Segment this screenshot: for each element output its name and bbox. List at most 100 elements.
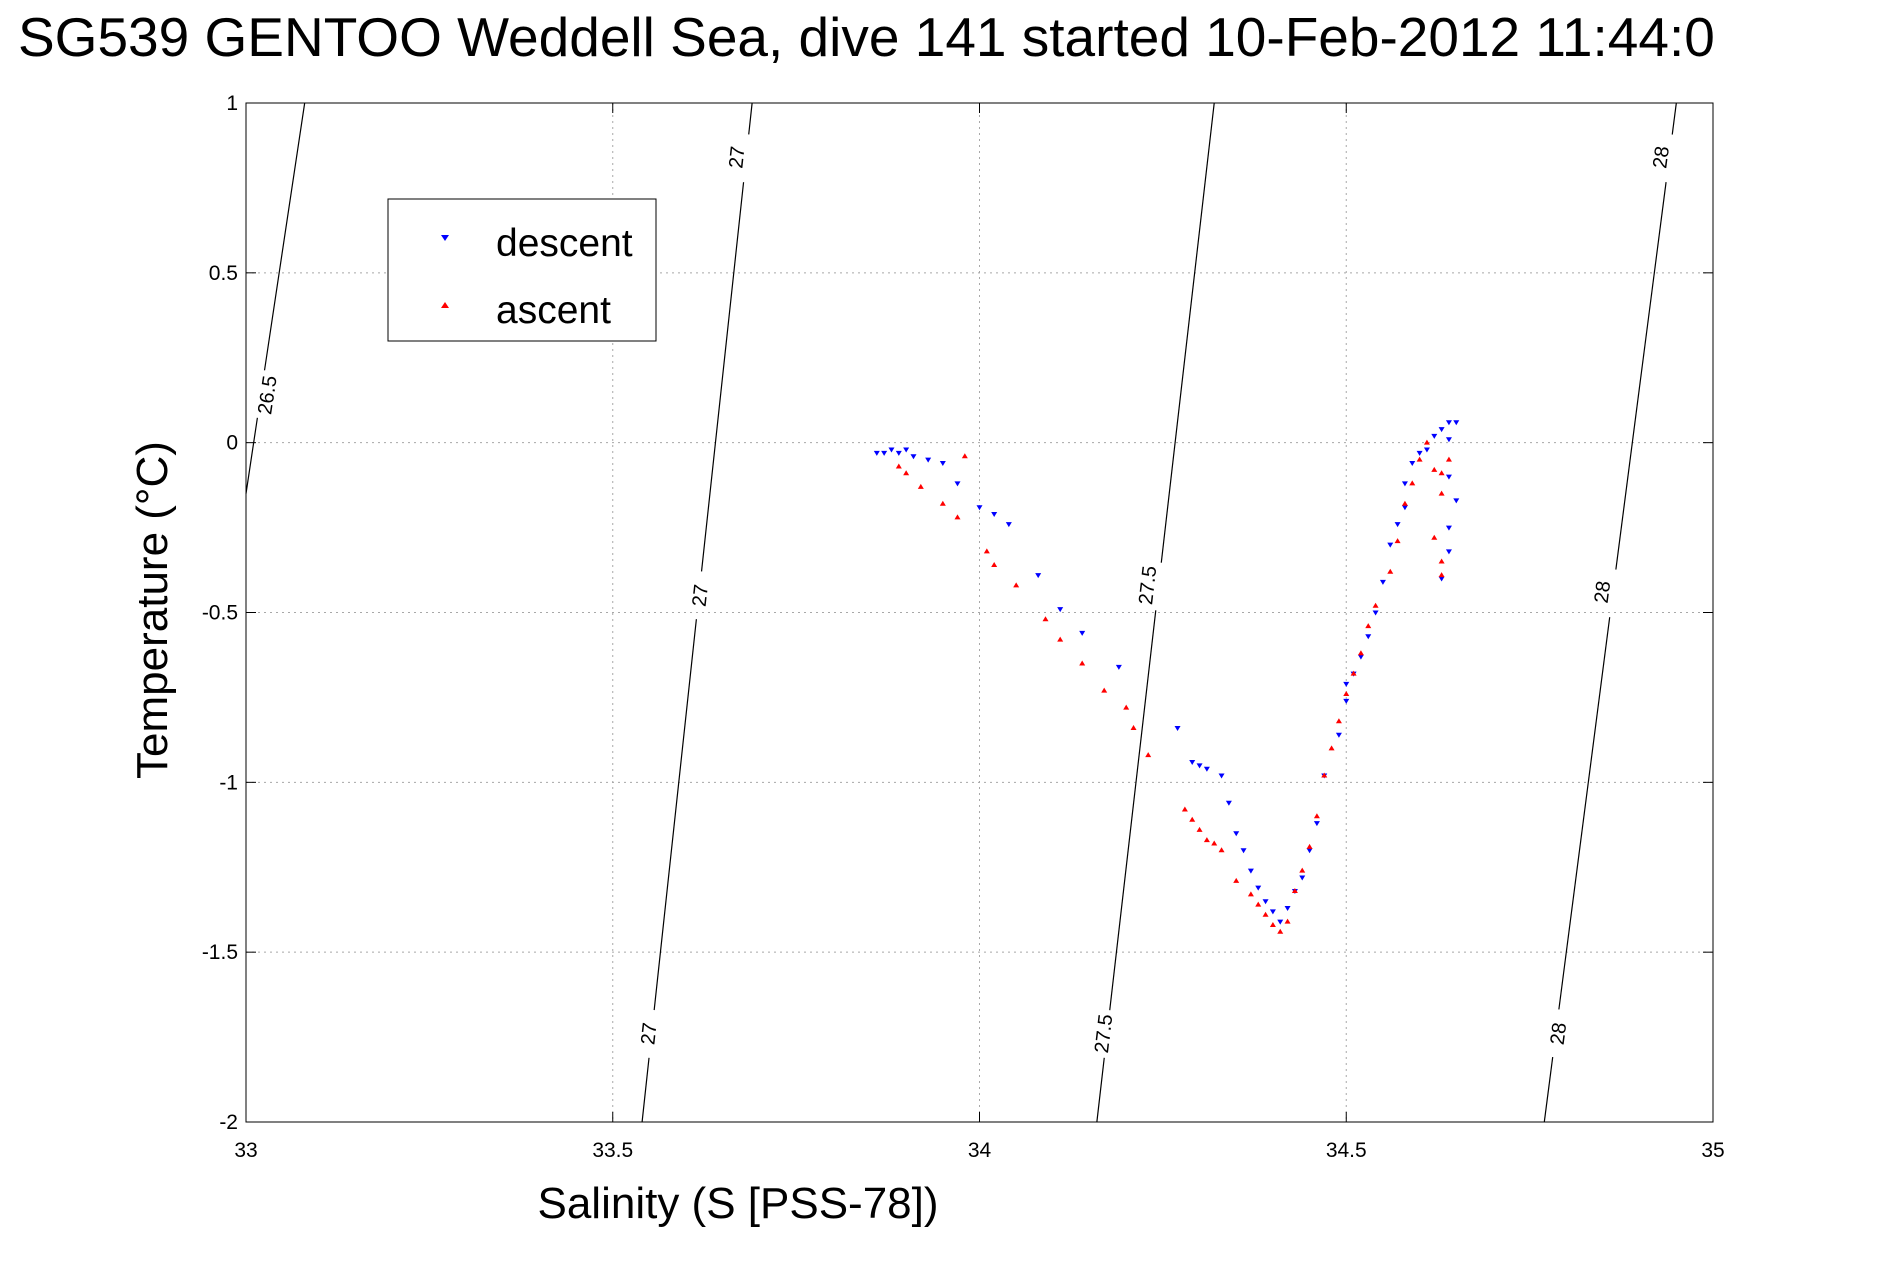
contour-label-27-2: 27 — [725, 145, 749, 169]
contour-line-26-5-seg-1 — [263, 102, 306, 371]
contour-line-27-seg-3 — [748, 102, 753, 135]
ascent-point-42 — [1394, 538, 1401, 544]
data-points — [873, 420, 1460, 934]
ascent-point-21 — [1218, 847, 1225, 853]
descent-point-37 — [1343, 681, 1350, 687]
descent-point-19 — [1203, 766, 1210, 772]
ascent-point-32 — [1313, 813, 1320, 819]
ascent-point-5 — [961, 453, 968, 459]
ascent-point-28 — [1284, 918, 1291, 924]
contour-line-28-seg-3 — [1671, 102, 1677, 135]
contour-label-26-5-0: 26.5 — [254, 374, 282, 416]
descent-point-36 — [1343, 698, 1350, 704]
descent-point-41 — [1372, 610, 1379, 616]
y-tick-label-2: -1 — [219, 771, 238, 794]
descent-point-23 — [1240, 848, 1247, 854]
y-tick-label-5: 0.5 — [209, 262, 238, 285]
descent-point-58 — [1445, 549, 1452, 555]
ascent-point-25 — [1262, 911, 1269, 917]
contour-line-28-seg-2 — [1615, 182, 1667, 570]
contour-label-27-0: 27 — [637, 1021, 661, 1045]
density-contours: 26.5 27 27 27 27.5 27.5 28 28 28 — [245, 102, 1677, 1123]
ascent-point-12 — [1101, 687, 1108, 693]
y-tick-label-4: 0 — [226, 432, 238, 455]
x-axis-label: Salinity (S [PSS-78]) — [537, 1179, 938, 1228]
descent-point-20 — [1218, 773, 1225, 779]
contour-line-27-seg-1 — [653, 619, 697, 1011]
descent-point-18 — [1196, 763, 1203, 769]
descent-point-27 — [1269, 909, 1276, 915]
descent-point-56 — [1453, 498, 1460, 504]
ascent-point-10 — [1057, 636, 1064, 642]
ascent-point-52 — [1438, 558, 1445, 564]
ascent-point-45 — [1416, 456, 1423, 462]
ascent-point-35 — [1335, 718, 1342, 724]
ascent-point-27 — [1277, 928, 1284, 934]
ascent-point-18 — [1196, 826, 1203, 832]
contour-line-26-5-seg-0 — [245, 417, 258, 494]
descent-point-4 — [903, 447, 910, 453]
contour-line-27-5-seg-1 — [1109, 610, 1157, 1011]
descent-point-57 — [1445, 525, 1452, 531]
ascent-point-7 — [991, 561, 998, 567]
descent-point-44 — [1394, 522, 1401, 528]
contour-line-28-seg-1 — [1558, 617, 1611, 1010]
ascent-point-30 — [1299, 867, 1306, 873]
ascent-point-4 — [954, 514, 961, 520]
descent-point-32 — [1306, 848, 1313, 854]
descent-point-49 — [1423, 447, 1430, 453]
descent-point-40 — [1365, 634, 1372, 640]
descent-point-51 — [1438, 427, 1445, 433]
descent-point-9 — [976, 505, 983, 511]
legend-label-descent: descent — [496, 222, 633, 265]
ascent-point-46 — [1423, 439, 1430, 445]
ascent-point-39 — [1365, 623, 1372, 629]
contour-label-28-0: 28 — [1547, 1021, 1572, 1046]
ascent-point-53 — [1438, 572, 1445, 578]
descent-point-14 — [1079, 630, 1086, 636]
ascent-point-33 — [1321, 772, 1328, 778]
descent-point-24 — [1247, 868, 1254, 874]
ascent-point-22 — [1233, 877, 1240, 883]
descent-point-17 — [1189, 759, 1196, 765]
ascent-point-47 — [1431, 466, 1438, 472]
x-tick-label-4: 35 — [1701, 1139, 1724, 1162]
ascent-point-48 — [1438, 470, 1445, 476]
ascent-point-34 — [1328, 745, 1335, 751]
descent-point-46 — [1401, 481, 1408, 487]
legend[interactable]: descent ascent — [387, 198, 657, 342]
legend-box — [387, 198, 657, 342]
ascent-point-14 — [1130, 724, 1137, 730]
ascent-point-50 — [1438, 490, 1445, 496]
ascent-point-49 — [1445, 456, 1452, 462]
ascent-point-51 — [1431, 534, 1438, 540]
descent-point-47 — [1409, 461, 1416, 467]
ascent-point-20 — [1211, 840, 1218, 846]
x-tick-label-1: 33.5 — [592, 1139, 633, 1162]
contour-line-28-seg-0 — [1543, 1056, 1554, 1123]
legend-marker-descent — [441, 235, 449, 241]
descent-point-16 — [1174, 725, 1181, 731]
contour-label-28-1: 28 — [1591, 580, 1616, 605]
axes-frame — [245, 102, 1714, 1123]
ascent-point-40 — [1372, 602, 1379, 608]
contour-label-27-1: 27 — [689, 583, 713, 607]
ascent-point-23 — [1247, 891, 1254, 897]
chart-title: SG539 GENTOO Weddell Sea, dive 141 start… — [18, 6, 1715, 68]
ascent-point-31 — [1306, 843, 1313, 849]
descent-point-35 — [1335, 732, 1342, 738]
contour-label-27-5-0: 27.5 — [1091, 1013, 1117, 1054]
descent-point-1 — [881, 450, 888, 456]
descent-point-3 — [895, 450, 902, 456]
legend-marker-ascent — [441, 302, 449, 308]
ascent-point-26 — [1269, 921, 1276, 927]
ascent-point-13 — [1123, 704, 1130, 710]
ascent-point-0 — [895, 463, 902, 469]
y-tick-label-0: -2 — [219, 1111, 238, 1134]
descent-point-55 — [1445, 474, 1452, 480]
ascent-point-43 — [1401, 500, 1408, 506]
ascent-point-29 — [1291, 888, 1298, 894]
descent-point-29 — [1284, 906, 1291, 912]
ascent-point-9 — [1042, 616, 1049, 622]
